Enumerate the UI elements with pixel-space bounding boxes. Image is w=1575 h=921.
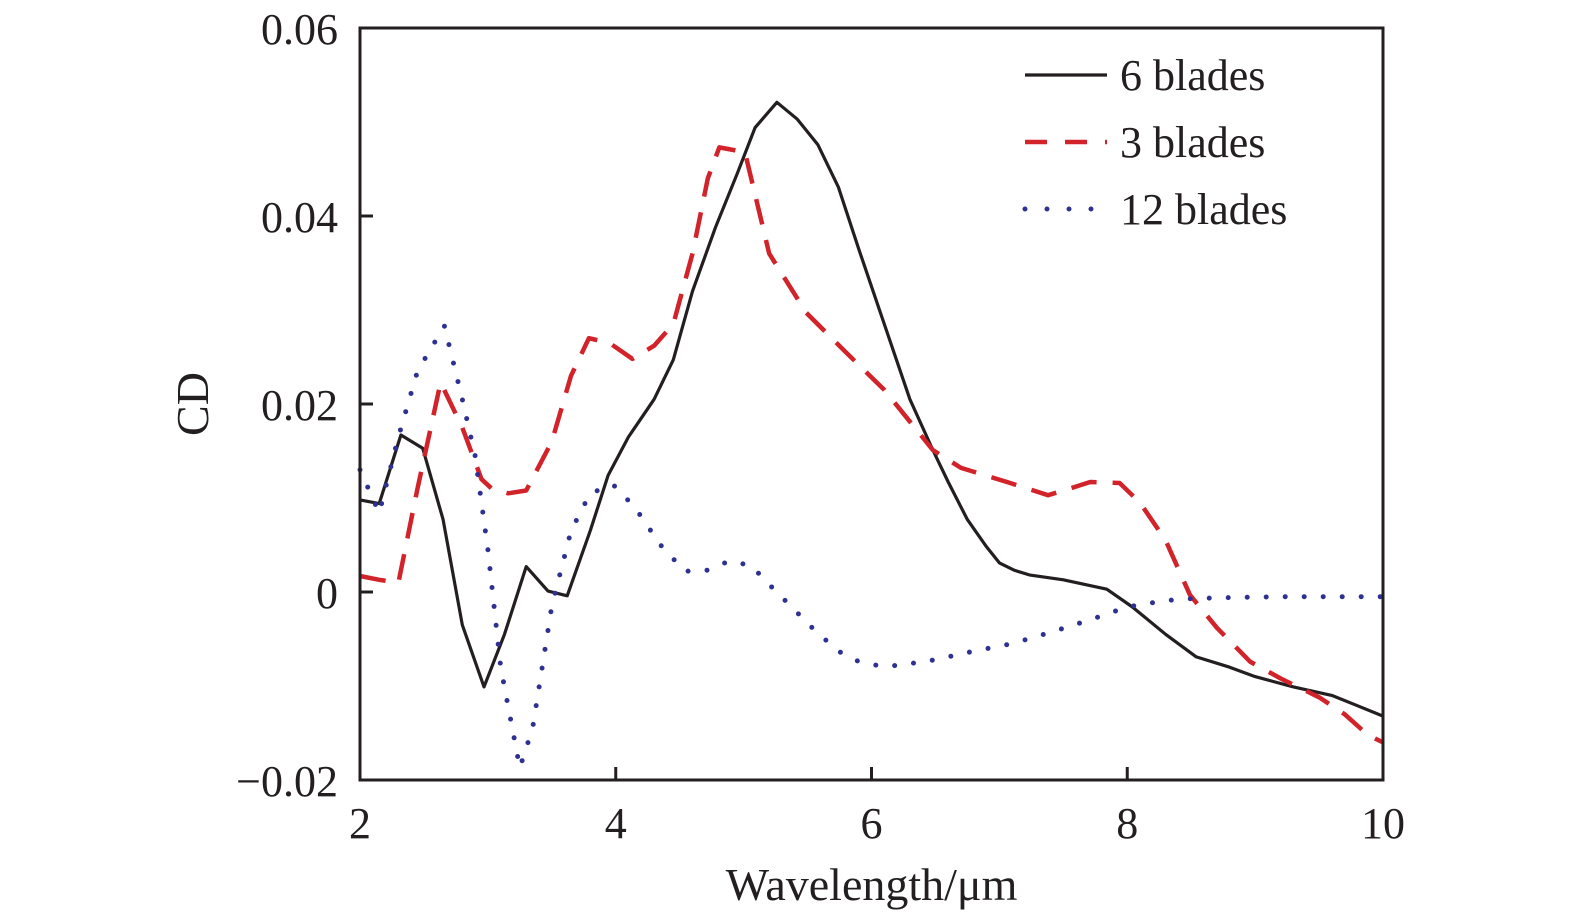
series-line-6-blades bbox=[359, 100, 1384, 718]
series-line-12-blades bbox=[357, 323, 1386, 771]
legend-item: 3 blades bbox=[1025, 118, 1265, 167]
x-axis-title: Wavelength/μm bbox=[726, 859, 1018, 910]
legend-label: 6 blades bbox=[1120, 51, 1265, 100]
x-tick-label: 4 bbox=[605, 799, 627, 848]
y-tick-label: −0.02 bbox=[236, 757, 338, 806]
x-tick-label: 2 bbox=[349, 799, 371, 848]
legend-label: 12 blades bbox=[1120, 185, 1287, 234]
legend-label: 3 blades bbox=[1120, 118, 1265, 167]
ticks-layer: 2 4 6 8 10 −0.02 0 0.02 0.04 0.06 bbox=[236, 5, 1405, 848]
x-tick-label: 10 bbox=[1361, 799, 1405, 848]
y-axis-title: CD bbox=[167, 372, 218, 436]
x-tick-label: 8 bbox=[1116, 799, 1138, 848]
series-layer bbox=[357, 100, 1386, 771]
legend: 6 blades 3 blades 12 blades bbox=[1022, 51, 1287, 234]
y-tick-label: 0.04 bbox=[261, 193, 338, 242]
y-tick-label: 0.02 bbox=[261, 381, 338, 430]
y-tick-label: 0 bbox=[316, 569, 338, 618]
legend-item: 12 blades bbox=[1022, 185, 1287, 234]
series-line-3-blades bbox=[359, 145, 1384, 745]
x-tick-label: 6 bbox=[861, 799, 883, 848]
legend-item: 6 blades bbox=[1025, 51, 1265, 100]
y-tick-label: 0.06 bbox=[261, 5, 338, 54]
